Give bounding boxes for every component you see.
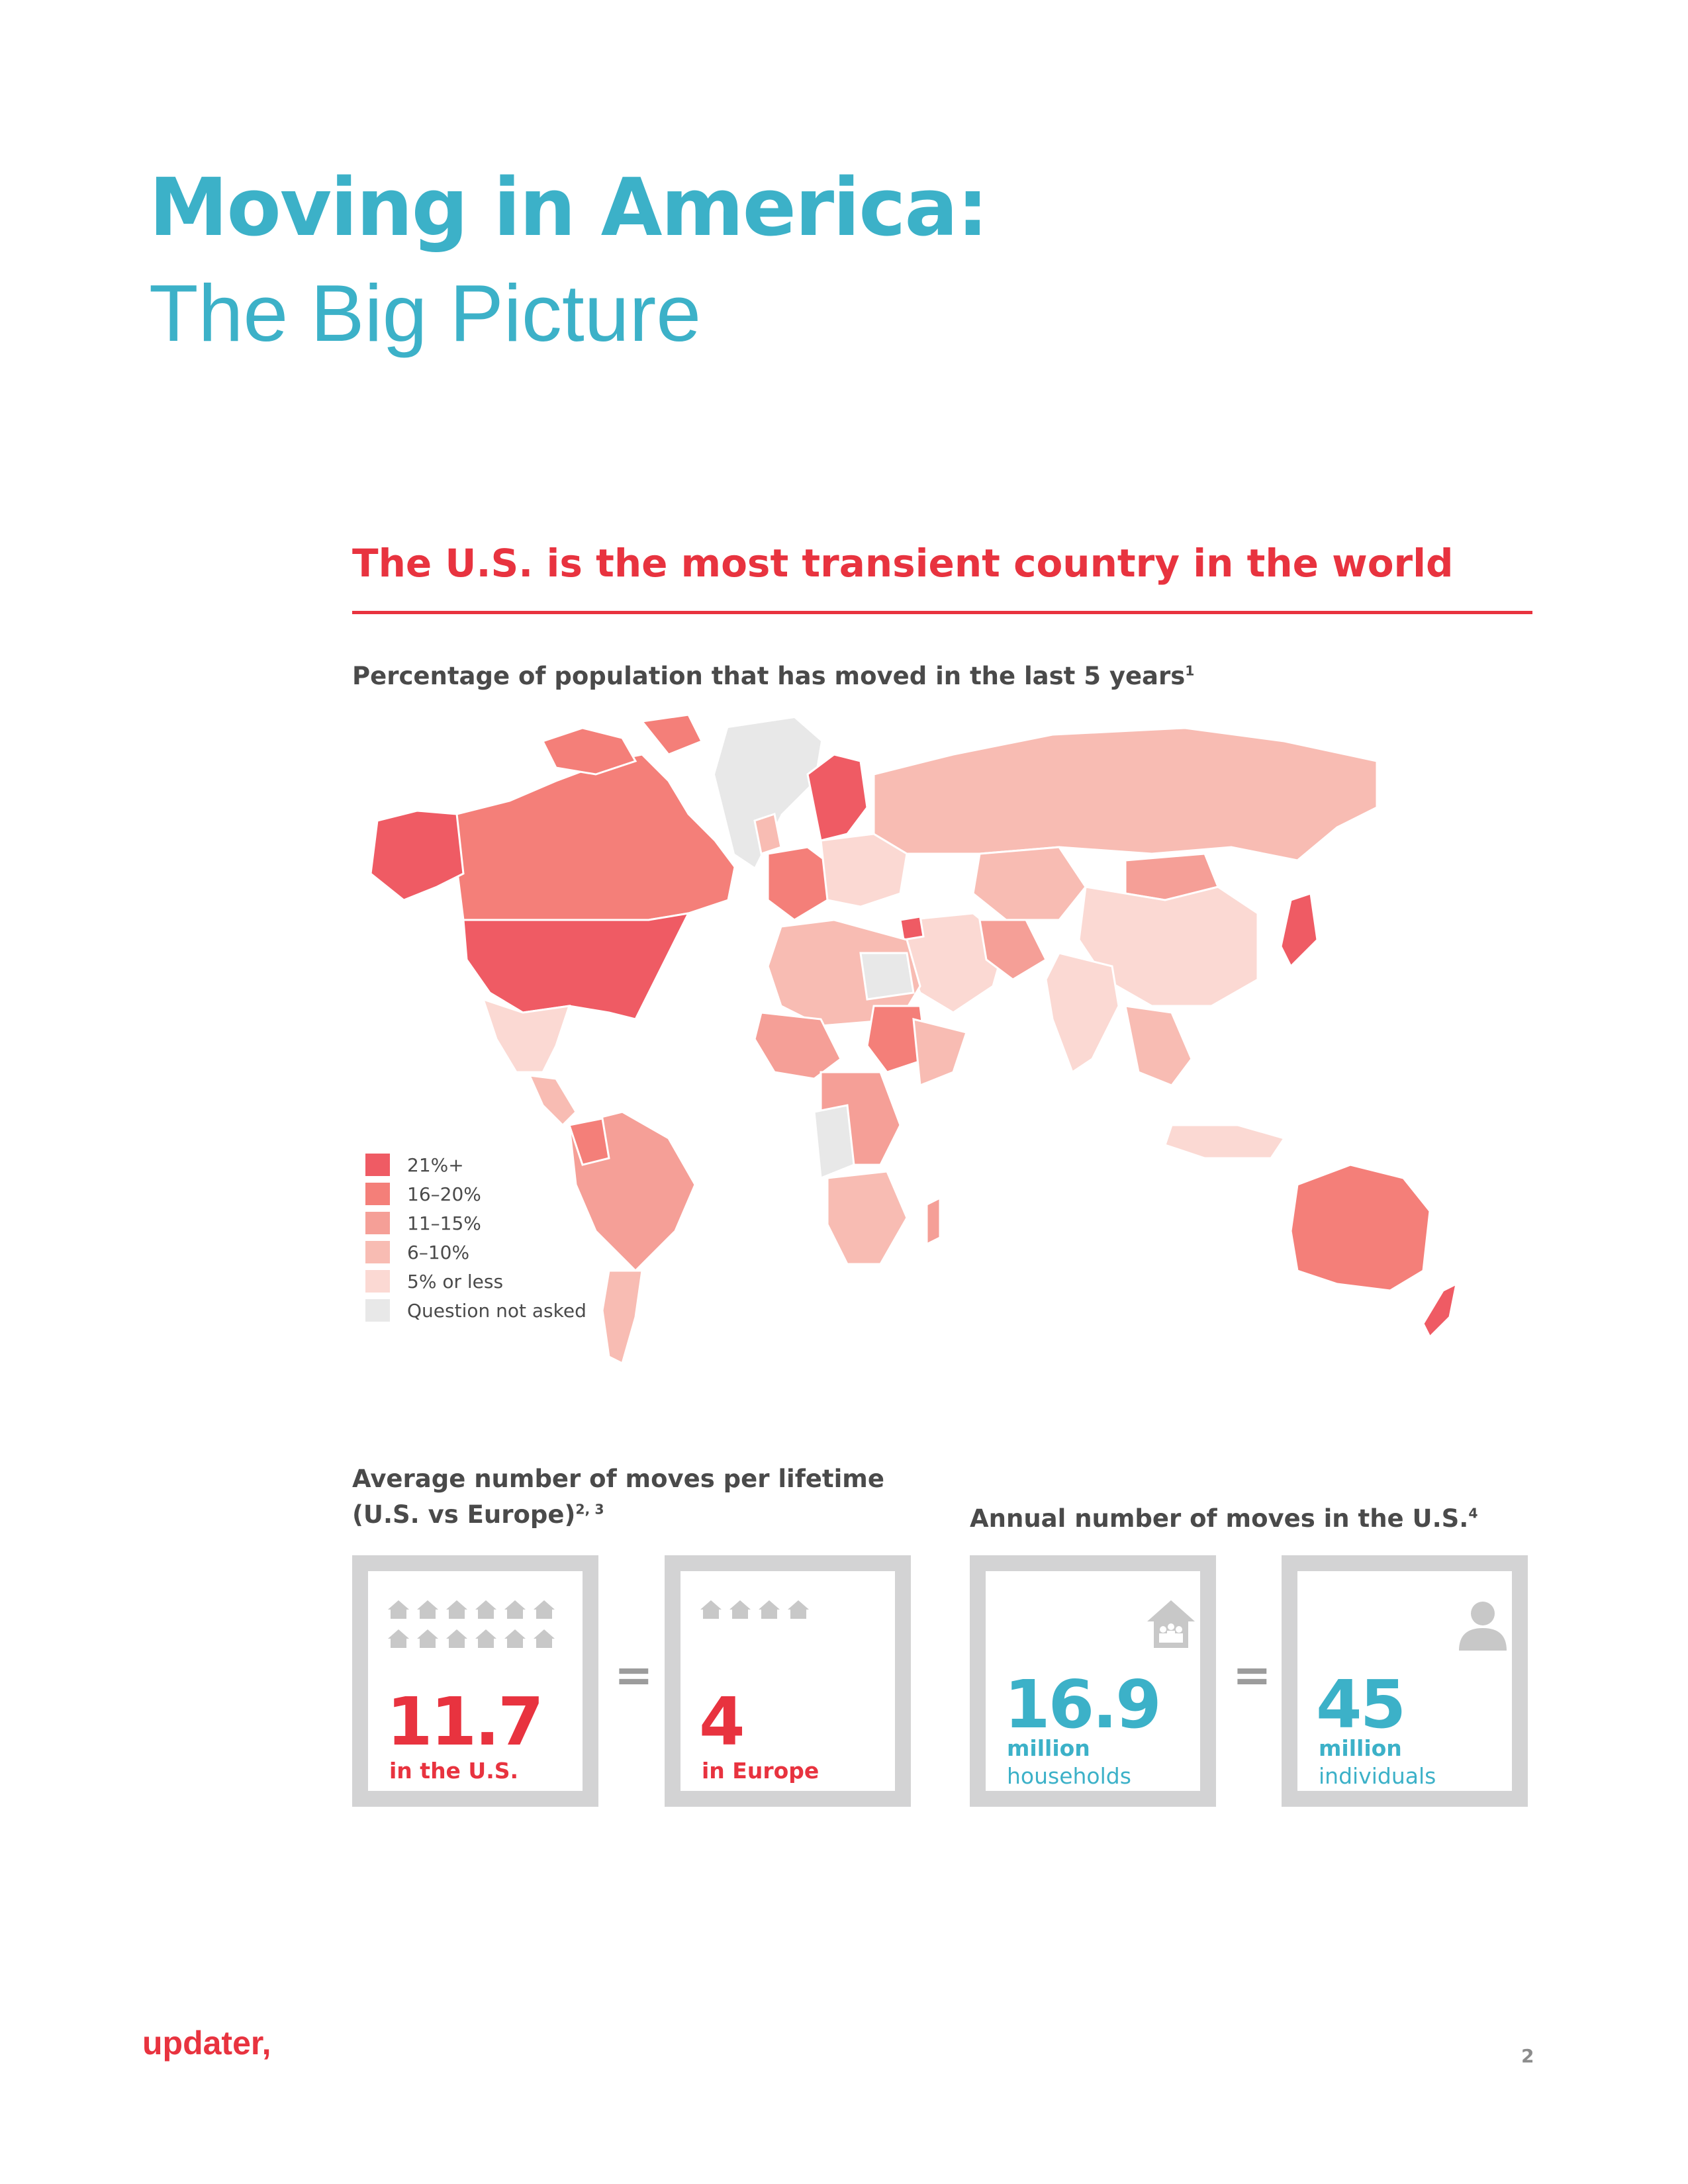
individuals-value: 45 — [1316, 1666, 1406, 1743]
individuals-label: individuals — [1319, 1763, 1436, 1789]
region-east-africa — [912, 1018, 968, 1087]
page-number: 2 — [1521, 2045, 1534, 2067]
region-new-zealand — [1422, 1282, 1458, 1339]
region-southern-africa — [826, 1170, 908, 1265]
logo-comma: , — [261, 2025, 271, 2062]
annual-heading-text: Annual number of moves in the U.S. — [970, 1504, 1469, 1533]
region-south-america-south — [601, 1269, 643, 1365]
region-sudan — [866, 1005, 928, 1073]
region-scandinavia — [806, 753, 868, 842]
europe-lifetime-label: in Europe — [702, 1758, 820, 1784]
map-caption: Percentage of population that has moved … — [352, 662, 1194, 690]
lifetime-heading-line2: (U.S. vs Europe) — [352, 1500, 576, 1529]
legend-label: 5% or less — [407, 1270, 504, 1293]
region-central-asia — [972, 846, 1087, 921]
map-caption-footnote: 1 — [1185, 662, 1195, 679]
legend-label: 21%+ — [407, 1154, 464, 1176]
lifetime-heading-line1: Average number of moves per lifetime — [352, 1465, 884, 1493]
households-value: 16.9 — [1004, 1666, 1162, 1743]
europe-lifetime-value: 4 — [699, 1683, 745, 1760]
legend-swatch — [365, 1183, 390, 1205]
equals-sign-annual: = — [1233, 1648, 1272, 1702]
region-central-america — [528, 1074, 577, 1127]
world-map-svg — [369, 713, 1458, 1365]
legend-swatch — [365, 1270, 390, 1293]
person-icon — [1459, 1602, 1507, 1651]
region-greenland — [715, 718, 821, 867]
annual-footnote: 4 — [1468, 1505, 1478, 1522]
map-caption-text: Percentage of population that has moved … — [352, 662, 1186, 690]
region-uk — [753, 813, 782, 855]
page-subtitle: The Big Picture — [149, 268, 702, 358]
annual-heading: Annual number of moves in the U.S.4 — [970, 1501, 1478, 1537]
legend-swatch — [365, 1212, 390, 1234]
legend-item: 11–15% — [365, 1208, 586, 1238]
legend-swatch — [365, 1241, 390, 1263]
house-icons-europe — [700, 1600, 809, 1619]
section-divider — [352, 611, 1532, 614]
logo-text: updater — [142, 2025, 262, 2062]
region-usa — [462, 912, 690, 1021]
region-syria — [899, 915, 925, 941]
region-west-africa — [753, 1011, 842, 1080]
legend-swatch — [365, 1299, 390, 1322]
house-icons-us — [388, 1600, 555, 1648]
updater-logo: updater, — [142, 2024, 271, 2062]
legend-label: 11–15% — [407, 1212, 481, 1234]
households-label: households — [1007, 1763, 1131, 1789]
lifetime-heading-line2-wrap: (U.S. vs Europe)2, 3 — [352, 1497, 884, 1533]
legend-item: 6–10% — [365, 1238, 586, 1267]
europe-lifetime-card: 4 in Europe — [665, 1555, 911, 1807]
region-congo — [813, 1104, 855, 1180]
region-colombia — [568, 1117, 610, 1166]
household-icon — [1147, 1600, 1195, 1648]
legend-label: 16–20% — [407, 1183, 481, 1205]
region-iran — [978, 919, 1047, 981]
individuals-unit: million — [1319, 1735, 1402, 1761]
page-title: Moving in America: — [149, 162, 988, 254]
legend-item: 16–20% — [365, 1179, 586, 1208]
region-arctic-islands — [541, 713, 704, 776]
legend-swatch — [365, 1154, 390, 1176]
region-southeast-asia — [1124, 1005, 1193, 1087]
households-unit: million — [1007, 1735, 1090, 1761]
households-card: 16.9 million households — [970, 1555, 1216, 1807]
region-mexico — [481, 997, 571, 1073]
legend-label: 6–10% — [407, 1241, 470, 1263]
region-australia — [1289, 1163, 1431, 1292]
legend-label: Question not asked — [407, 1299, 586, 1322]
us-lifetime-card: 11.7 in the U.S. — [352, 1555, 598, 1807]
lifetime-footnote: 2, 3 — [575, 1501, 604, 1518]
region-alaska — [369, 809, 465, 901]
world-map — [357, 702, 1523, 1396]
equals-sign-lifetime: = — [614, 1648, 653, 1702]
legend-item: 21%+ — [365, 1150, 586, 1179]
section-heading: The U.S. is the most transient country i… — [352, 541, 1454, 586]
legend-item: 5% or less — [365, 1267, 586, 1296]
us-lifetime-label: in the U.S. — [389, 1758, 519, 1784]
lifetime-heading: Average number of moves per lifetime (U.… — [352, 1461, 884, 1532]
region-india — [1045, 952, 1120, 1074]
map-legend: 21%+ 16–20% 11–15% 6–10% 5% or less Ques… — [365, 1150, 586, 1325]
region-russia — [872, 727, 1378, 862]
region-canada — [455, 753, 736, 921]
individuals-card: 45 million individuals — [1282, 1555, 1528, 1807]
region-japan — [1280, 892, 1319, 968]
region-egypt — [859, 952, 915, 1001]
region-madagascar — [925, 1196, 941, 1246]
region-indonesia — [1164, 1124, 1286, 1160]
us-lifetime-value: 11.7 — [387, 1683, 544, 1760]
legend-item: Question not asked — [365, 1296, 586, 1325]
